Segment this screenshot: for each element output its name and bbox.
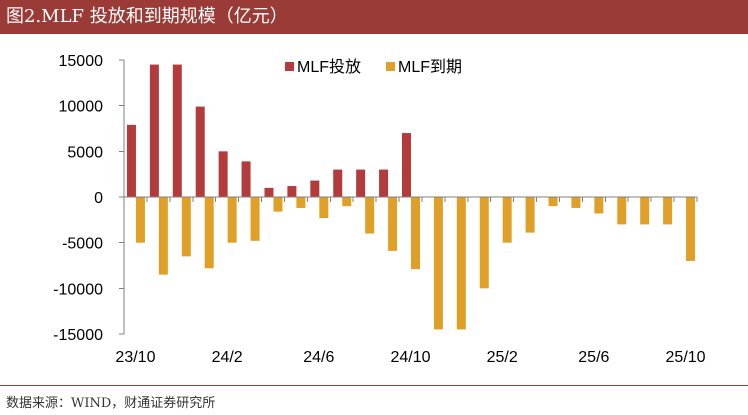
bar-mlf-maturity — [479, 197, 489, 289]
legend-label-mlf-injection: MLF投放 — [297, 58, 361, 76]
bar-mlf-injection — [356, 169, 366, 197]
bar-mlf-maturity — [594, 197, 604, 214]
x-tick-label: 23/10 — [115, 349, 155, 366]
bar-mlf-injection — [126, 124, 136, 197]
axes — [119, 59, 698, 335]
y-tick-label: 5000 — [67, 144, 103, 161]
bar-mlf-injection — [149, 64, 159, 197]
bar-mlf-maturity — [502, 197, 512, 243]
x-tick-label: 24/10 — [390, 349, 430, 366]
chart: 15000 10000 5000 0 -5000 -10000 -15000 23/10 24… — [53, 53, 705, 366]
bar-mlf-maturity — [365, 197, 375, 234]
bar-mlf-injection — [241, 161, 251, 197]
bar-mlf-maturity — [433, 197, 443, 330]
x-tick-label: 25/10 — [666, 349, 706, 366]
bar-mlf-maturity — [548, 197, 558, 207]
bar-mlf-maturity — [617, 197, 627, 225]
y-tick-label: 15000 — [59, 53, 104, 70]
x-tick-label: 25/2 — [487, 349, 518, 366]
bar-mlf-maturity — [388, 197, 398, 251]
bar-mlf-maturity — [319, 197, 329, 219]
bar-mlf-maturity — [571, 197, 581, 208]
bar-mlf-maturity — [250, 197, 260, 241]
bar-mlf-injection — [333, 169, 343, 197]
bar-mlf-maturity — [411, 197, 420, 270]
x-tick-label: 24/6 — [303, 349, 334, 366]
y-axis-labels: 15000 10000 5000 0 -5000 -10000 -15000 — [53, 53, 103, 344]
bar-mlf-maturity — [273, 197, 283, 212]
bar-mlf-injection — [218, 151, 228, 197]
bar-mlf-maturity — [640, 197, 650, 225]
bar-mlf-maturity — [456, 197, 466, 330]
bar-mlf-maturity — [181, 197, 191, 257]
bar-mlf-maturity — [135, 197, 145, 243]
x-tick-label: 24/2 — [212, 349, 243, 366]
y-tick-label: -10000 — [53, 281, 103, 298]
bar-mlf-maturity — [227, 197, 237, 243]
bar-mlf-maturity — [525, 197, 535, 233]
bar-mlf-injection — [379, 169, 389, 197]
x-tick-label: 25/6 — [578, 349, 609, 366]
title-bar: 图2.MLF 投放和到期规模（亿元） — [0, 0, 748, 34]
bar-mlf-injection — [172, 64, 182, 197]
bar-mlf-injection — [310, 180, 320, 197]
legend-swatch-mlf-maturity — [386, 62, 395, 71]
legend-label-mlf-maturity: MLF到期 — [398, 58, 462, 76]
bar-mlf-maturity — [686, 197, 696, 261]
legend-swatch-mlf-injection — [285, 62, 294, 71]
bar-mlf-injection — [195, 106, 205, 197]
bar-mlf-maturity — [158, 197, 168, 275]
bar-mlf-injection — [287, 186, 297, 197]
source-note: 数据来源：WIND，财通证券研究所 — [6, 396, 216, 411]
y-tick-label: 10000 — [59, 99, 104, 116]
legend: MLF投放 MLF到期 — [285, 58, 462, 76]
bar-mlf-injection — [264, 187, 274, 197]
chart-title: 图2.MLF 投放和到期规模（亿元） — [6, 6, 288, 27]
footer-divider — [0, 385, 748, 386]
x-axis-labels: 23/10 24/2 24/6 24/10 25/2 25/6 25/10 — [115, 349, 705, 366]
bars — [126, 64, 696, 330]
bar-mlf-maturity — [342, 197, 352, 207]
bar-mlf-maturity — [663, 197, 673, 225]
y-tick-label: -5000 — [62, 236, 103, 253]
bar-mlf-maturity — [296, 197, 306, 208]
y-tick-label: -15000 — [53, 327, 103, 344]
bar-mlf-maturity — [204, 197, 214, 269]
y-tick-label: 0 — [94, 190, 103, 207]
bar-mlf-injection — [402, 133, 411, 197]
